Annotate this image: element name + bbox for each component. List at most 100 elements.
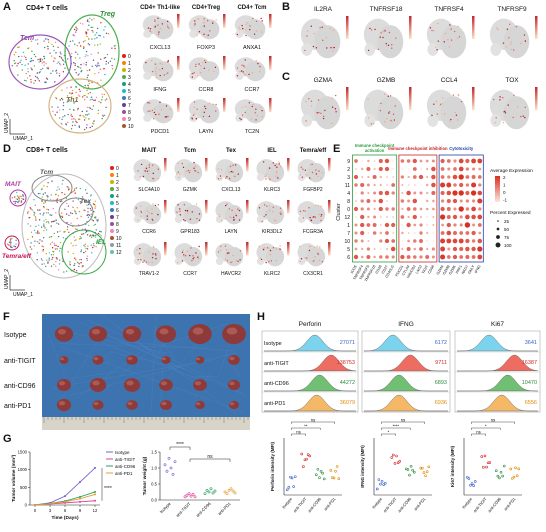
colorbar — [223, 56, 226, 70]
expression-dot — [502, 97, 504, 99]
cell-dot — [79, 202, 82, 205]
data-point — [169, 466, 173, 470]
umap-shape — [215, 257, 224, 266]
cell-dot — [30, 231, 33, 234]
umap-shape — [215, 173, 224, 182]
cell-dot — [15, 243, 17, 245]
significance: **** — [392, 424, 399, 429]
cell-dot — [77, 53, 79, 55]
expression-dot — [228, 208, 231, 210]
legend-label: Isotype — [115, 450, 130, 455]
cell-dot — [65, 123, 67, 125]
cell-dot — [41, 245, 43, 247]
cell-dot — [83, 244, 85, 247]
cell-dot — [68, 214, 70, 217]
cell-dot — [78, 210, 81, 213]
cell-dot — [47, 212, 49, 214]
cell-dot — [97, 52, 99, 54]
cell-dot — [71, 92, 73, 94]
cell-dot — [71, 89, 74, 92]
expression-dot — [373, 160, 376, 162]
expression-dot — [212, 22, 214, 24]
expression-dot — [261, 115, 264, 118]
expression-dot — [446, 159, 451, 163]
cell-dot — [38, 72, 41, 74]
cell-dot — [58, 117, 61, 119]
tumor-highlight — [192, 327, 204, 335]
cell-dot — [68, 187, 70, 189]
expression-dot — [477, 190, 483, 196]
expression-dot — [373, 255, 376, 259]
cell-dot — [80, 71, 82, 73]
expression-dot — [447, 39, 449, 41]
colorbar — [164, 242, 167, 256]
expression-dot — [379, 183, 382, 187]
expression-dot — [458, 36, 461, 38]
umap-shape — [314, 25, 341, 59]
expression-dot — [189, 254, 191, 257]
cell-dot — [45, 221, 48, 223]
expression-dot — [257, 62, 259, 65]
expression-dot — [465, 246, 470, 252]
cell-dot — [27, 210, 29, 213]
umap-shape — [174, 257, 183, 266]
sample-point — [515, 474, 519, 478]
cell-dot — [84, 189, 87, 191]
expression-dot — [179, 214, 182, 216]
cell-dot — [42, 67, 44, 70]
row-label: anti-TIGIT — [264, 361, 289, 367]
expression-dot — [355, 168, 357, 170]
expression-dot — [391, 183, 396, 187]
legend-dot — [122, 117, 126, 121]
cell-dot — [94, 34, 96, 36]
cluster-outline — [4, 235, 20, 251]
mfi-value: 9711 — [435, 360, 447, 366]
expression-dot — [208, 69, 210, 71]
sample-point — [308, 454, 312, 458]
cell-dot — [67, 251, 69, 253]
cell-dot — [83, 119, 86, 121]
legend-label: 6 — [116, 208, 119, 214]
expression-dot — [419, 231, 423, 235]
expression-dot — [322, 39, 324, 42]
cell-dot — [42, 237, 45, 239]
cell-dot — [91, 38, 93, 40]
expression-dot — [199, 64, 202, 67]
cell-dot — [48, 41, 50, 43]
cell-dot — [89, 234, 92, 236]
cell-dot — [92, 123, 95, 125]
data-point — [231, 489, 235, 493]
expression-dot — [318, 259, 321, 262]
cell-dot — [93, 203, 96, 206]
expression-dot — [215, 110, 217, 112]
cell-dot — [43, 185, 45, 187]
cell-dot — [89, 99, 92, 101]
photo-texture — [48, 335, 69, 386]
umap-shape — [490, 114, 502, 127]
umap-shape — [256, 173, 265, 182]
x-tick-label: anti-TIGIT — [175, 501, 192, 518]
y-axis-label: IFNG intensity (MFI) — [360, 445, 365, 488]
cell-dot — [104, 26, 106, 28]
expression-dot — [392, 232, 395, 234]
expression-dot — [154, 19, 156, 21]
expression-dot — [471, 182, 477, 188]
cell-dot — [62, 63, 65, 66]
umap-shape — [224, 162, 244, 183]
legend-label: 12 — [116, 250, 122, 256]
expression-dot — [219, 175, 222, 177]
expression-dot — [413, 223, 417, 227]
expression-dot — [366, 207, 370, 211]
expression-dot — [449, 24, 451, 26]
expression-dot — [320, 177, 322, 179]
cell-dot — [97, 64, 99, 66]
umap-shape — [377, 25, 404, 59]
data-point — [187, 492, 191, 496]
expression-dot — [401, 240, 403, 242]
cell-dot — [55, 212, 57, 214]
expression-dot — [499, 96, 501, 98]
expression-dot — [522, 115, 524, 117]
x-tick-label: anti-CD96 — [487, 496, 503, 514]
expression-dot — [367, 239, 370, 243]
panel-title: CD4+ T cells — [26, 5, 68, 12]
